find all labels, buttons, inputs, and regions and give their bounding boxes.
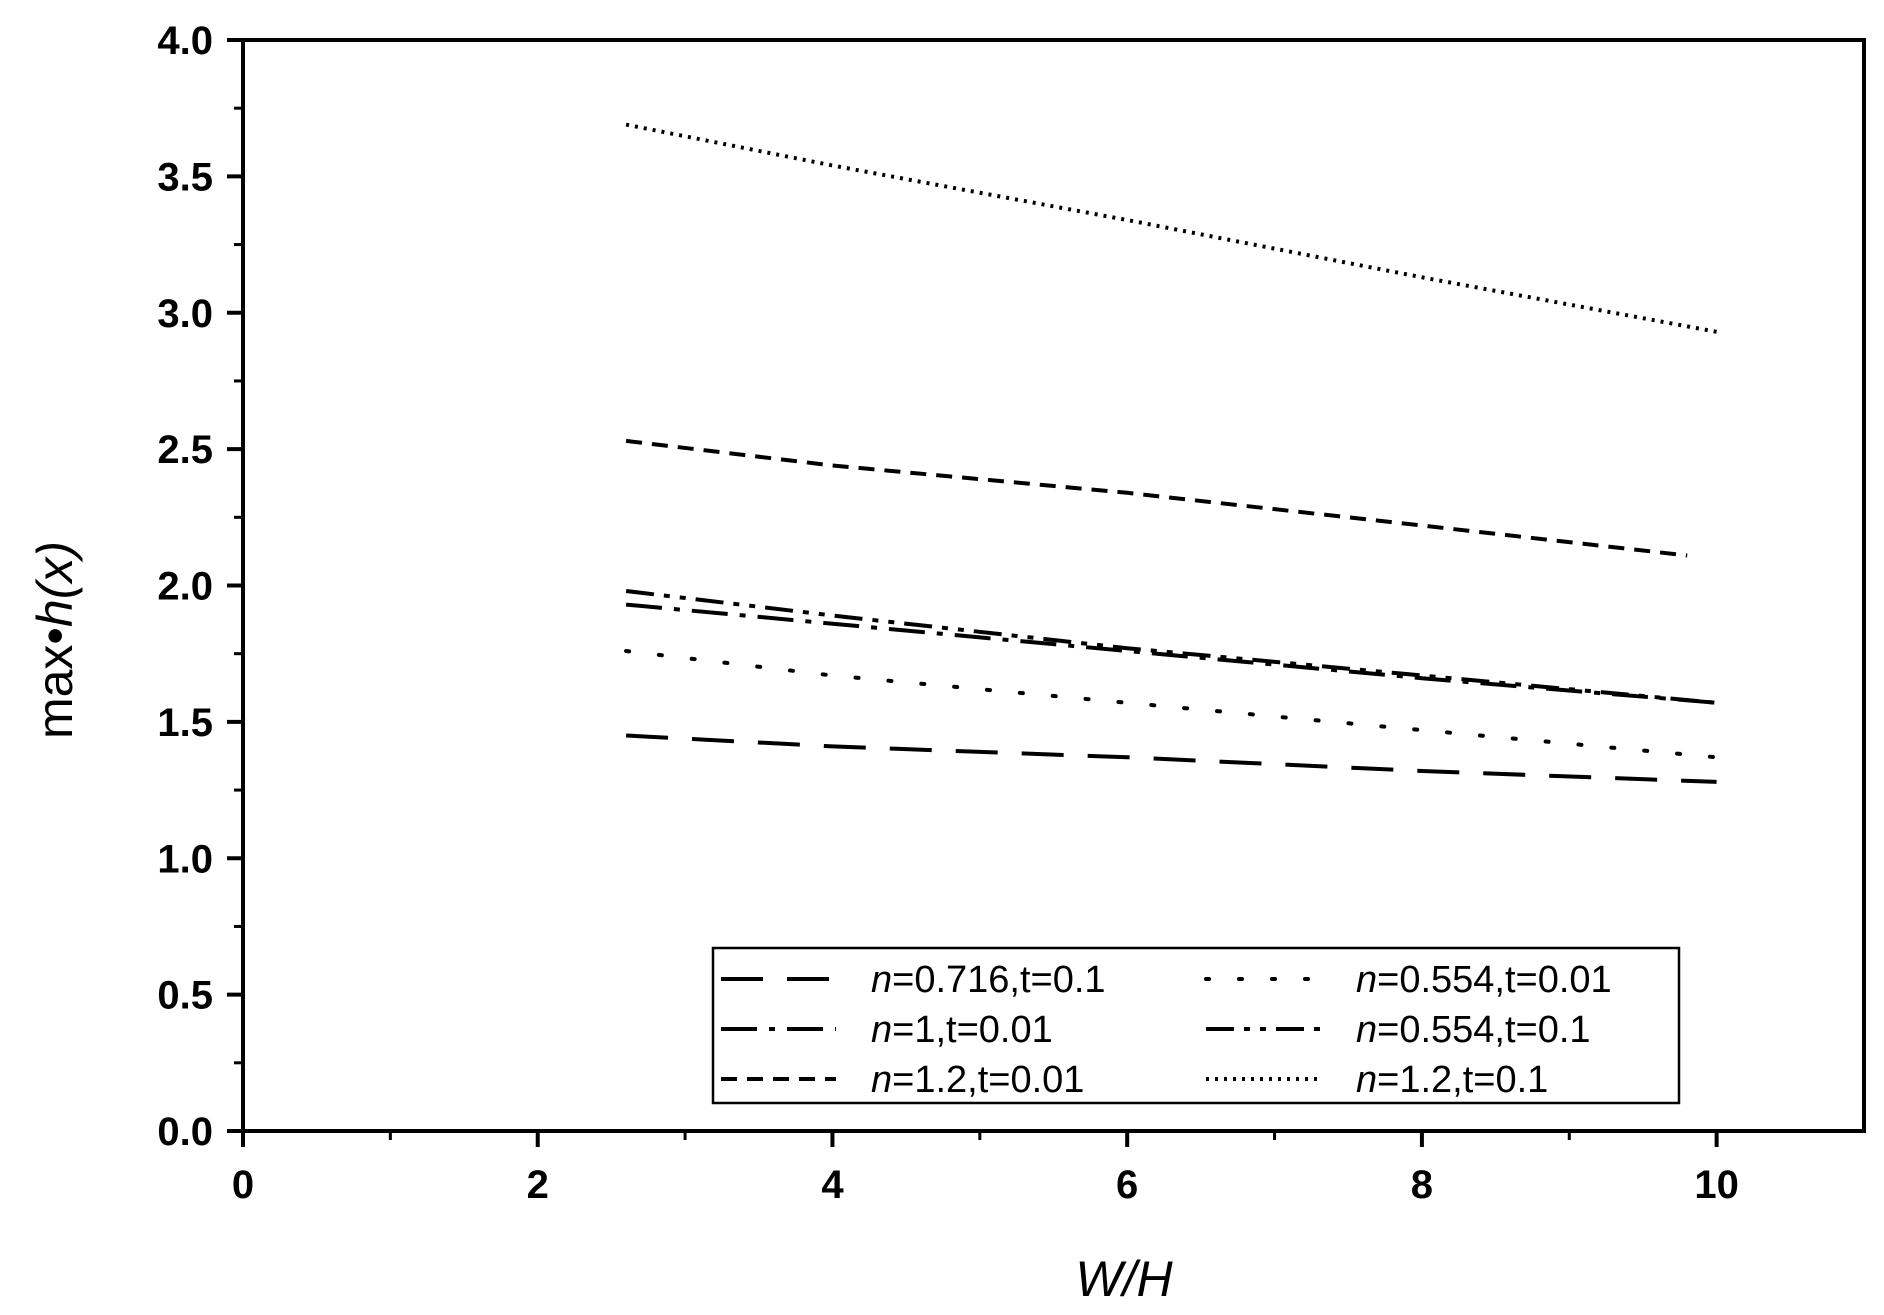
legend-label: n=0.554,t=0.1 (1356, 1009, 1591, 1051)
series-lines (626, 125, 1717, 782)
legend-label: n=1.2,t=0.1 (1356, 1059, 1548, 1101)
legend-label-value: =1.2,t=0.1 (1377, 1059, 1548, 1101)
x-tick-label: 10 (1694, 1163, 1739, 1207)
y-tick-label: 2.0 (157, 565, 213, 609)
y-axis-title-prefix: max• (27, 627, 83, 739)
legend-label-variable: n (871, 1009, 892, 1051)
series-line-4 (626, 591, 1717, 703)
legend-label-variable: n (871, 1059, 892, 1101)
x-tick-label: 4 (821, 1163, 844, 1207)
y-tick-label: 2.5 (157, 428, 213, 472)
series-line-5 (626, 441, 1687, 556)
legend-label: n=1.2,t=0.01 (871, 1059, 1084, 1101)
x-tick-label: 6 (1116, 1163, 1138, 1207)
legend-label-value: =0.716,t=0.1 (892, 959, 1105, 1001)
legend-label-variable: n (1356, 1009, 1377, 1051)
x-axis-title: W/H (1075, 1251, 1173, 1307)
y-tick-label: 1.0 (157, 837, 213, 881)
series-line-2 (626, 651, 1717, 757)
legend: n=0.716,t=0.1 n=0.554,t=0.01n=1,t=0.01 n=0… (713, 948, 1679, 1103)
legend-label: n=0.716,t=0.1 (871, 959, 1106, 1001)
y-tick-label: 0.5 (157, 974, 213, 1018)
legend-label-value: =1,t=0.01 (892, 1009, 1053, 1051)
y-axis-title-variable: h(x) (27, 541, 83, 627)
legend-label: n=0.554,t=0.01 (1356, 959, 1612, 1001)
legend-label-variable: n (1356, 1059, 1377, 1101)
legend-label-variable: n (1356, 959, 1377, 1001)
y-tick-label: 4.0 (157, 19, 213, 63)
series-line-6 (626, 125, 1717, 332)
legend-label-value: =0.554,t=0.01 (1377, 959, 1612, 1001)
x-tick-label: 2 (527, 1163, 549, 1207)
y-tick-label: 0.0 (157, 1110, 213, 1154)
y-tick-label: 3.5 (157, 155, 213, 199)
legend-label-value: =1.2,t=0.01 (892, 1059, 1084, 1101)
x-tick-label: 8 (1411, 1163, 1433, 1207)
x-tick-label: 0 (232, 1163, 254, 1207)
y-tick-label: 1.5 (157, 701, 213, 745)
y-axis-title: max•h(x) (27, 541, 83, 739)
series-line-1 (626, 736, 1717, 782)
y-tick-label: 3.0 (157, 292, 213, 336)
legend-label-variable: n (871, 959, 892, 1001)
legend-label: n=1,t=0.01 (871, 1009, 1053, 1051)
legend-label-value: =0.554,t=0.1 (1377, 1009, 1590, 1051)
